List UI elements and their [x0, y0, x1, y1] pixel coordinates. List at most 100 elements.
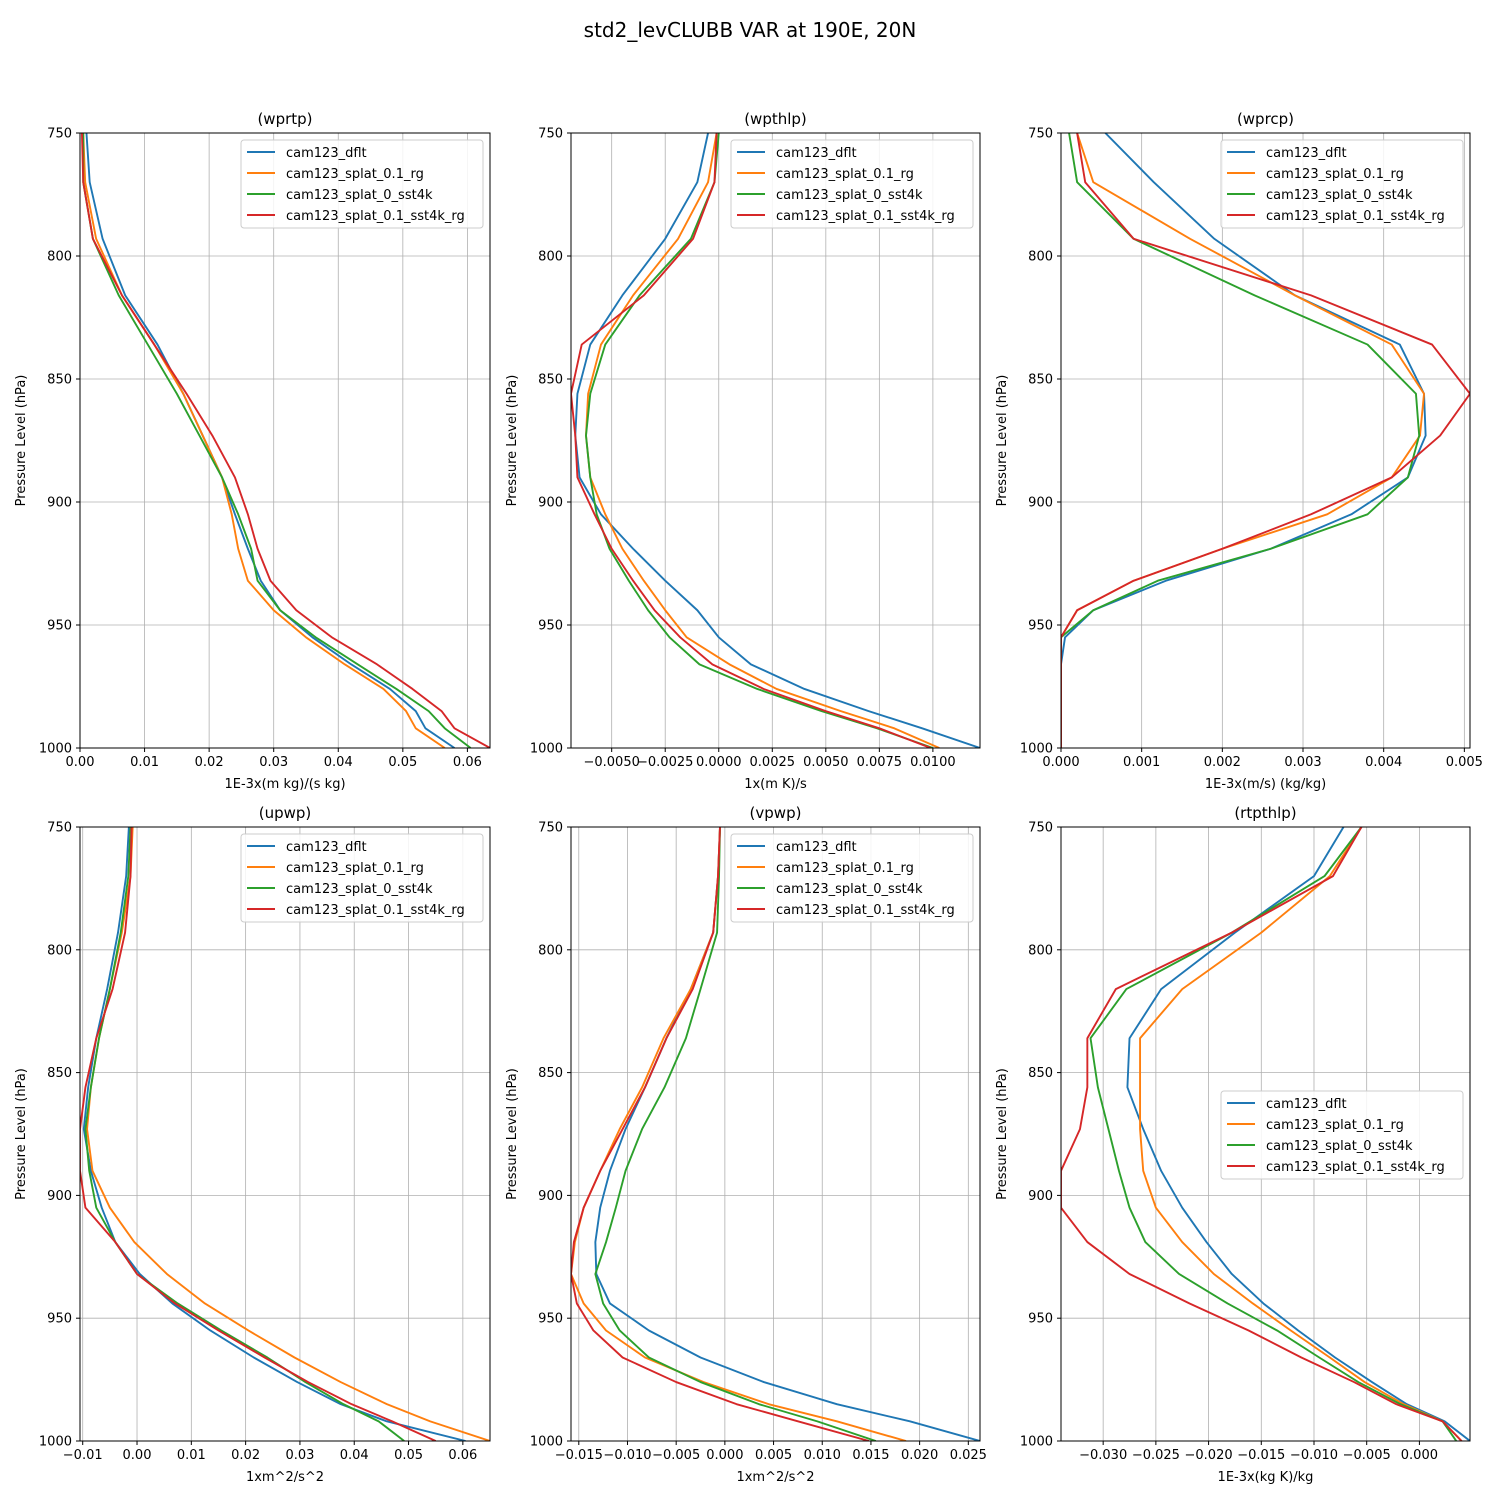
x-tick-label: 0.0000	[696, 755, 742, 770]
y-tick-label: 1000	[39, 742, 72, 757]
axes-frame	[1060, 132, 1471, 749]
x-tick-label: −0.030	[1079, 1448, 1127, 1463]
legend-label: cam123_splat_0.1_rg	[776, 861, 914, 876]
y-tick-label: 800	[47, 943, 72, 958]
y-tick-label: 950	[538, 1312, 563, 1327]
series-line-cam123_splat_0.1_rg	[1061, 133, 1425, 748]
axes-frame	[1060, 826, 1471, 1442]
x-tick-label: 0.005	[755, 1448, 792, 1463]
x-tick-label: −0.020	[1185, 1448, 1233, 1463]
y-tick-label: 800	[1028, 943, 1053, 958]
chart-panel-1: −0.0050−0.0025 0.0000 0.0025 0.0050 0.0075 0.…	[505, 110, 981, 792]
figure-suptitle: std2_levCLUBB VAR at 190E, 20N	[584, 18, 917, 42]
series-line-cam123_splat_0.1_rg	[1139, 827, 1463, 1441]
y-tick-label: 800	[47, 250, 72, 265]
y-tick-label: 900	[47, 1189, 72, 1204]
y-tick-label: 800	[1028, 250, 1053, 265]
y-axis-label: Pressure Level (hPa)	[14, 1068, 29, 1200]
x-tick-label: −0.025	[1132, 1448, 1180, 1463]
legend-box	[240, 833, 484, 923]
y-tick-label: 750	[47, 127, 72, 142]
y-axis-label: Pressure Level (hPa)	[505, 375, 520, 507]
axes-frame	[570, 826, 981, 1442]
y-tick-label: 850	[47, 1066, 72, 1081]
x-tick-label: 0.003	[1284, 755, 1321, 770]
x-tick-label: 0.00	[123, 1448, 152, 1463]
legend-label: cam123_splat_0_sst4k	[776, 882, 923, 897]
legend-label: cam123_splat_0.1_sst4k_rg	[1266, 209, 1445, 224]
series-line-cam123_splat_0_sst4k	[82, 133, 472, 748]
y-axis-label: Pressure Level (hPa)	[14, 375, 29, 507]
axes-frame	[79, 132, 491, 749]
x-tick-label: 0.01	[130, 755, 159, 770]
series-line-cam123_splat_0.1_sst4k_rg	[1061, 133, 1470, 748]
legend: cam123_dflt cam123_splat_0.1_rg cam123_spl…	[240, 833, 484, 923]
legend-label: cam123_dflt	[776, 840, 857, 855]
y-tick-label: 750	[47, 821, 72, 836]
x-axis-label: 1xm^2/s^2	[246, 1470, 324, 1485]
x-tick-label: −0.015	[555, 1448, 603, 1463]
series-line-cam123_splat_0.1_sst4k_rg	[80, 133, 490, 748]
x-tick-label: −0.010	[1290, 1448, 1338, 1463]
chart-title: (vpwp)	[750, 804, 802, 822]
legend-label: cam123_splat_0_sst4k	[1266, 1139, 1413, 1154]
x-tick-label: 0.005	[1446, 755, 1483, 770]
chart-panel-5: −0.030 −0.025 −0.020 −0.015 −0.010 −0.005 0.00…	[995, 804, 1471, 1485]
legend-label: cam123_splat_0.1_rg	[286, 861, 424, 876]
legend: cam123_dflt cam123_splat_0.1_rg cam123_spl…	[730, 139, 974, 229]
x-axis-label: 1x(m K)/s	[744, 777, 807, 792]
x-tick-label: 0.0100	[910, 755, 956, 770]
y-tick-label: 950	[47, 619, 72, 634]
legend: cam123_dflt cam123_splat_0.1_rg cam123_spl…	[1220, 139, 1464, 229]
x-tick-label: −0.015	[1237, 1448, 1285, 1463]
y-tick-label: 900	[47, 496, 72, 511]
axes-frame	[570, 132, 981, 749]
y-tick-label: 850	[538, 373, 563, 388]
x-tick-label: 0.004	[1365, 755, 1402, 770]
legend-label: cam123_dflt	[286, 840, 367, 855]
x-tick-label: 0.00	[66, 755, 95, 770]
x-tick-label: 0.015	[852, 1448, 889, 1463]
series-line-cam123_splat_0.1_sst4k_rg	[80, 827, 437, 1441]
y-tick-label: 850	[1028, 1066, 1053, 1081]
legend-label: cam123_splat_0.1_sst4k_rg	[286, 903, 465, 918]
series-line-cam123_dflt	[85, 133, 456, 748]
x-tick-label: 0.000	[706, 1448, 743, 1463]
legend-label: cam123_splat_0.1_sst4k_rg	[1266, 1160, 1445, 1175]
chart-title: (upwp)	[259, 804, 312, 822]
y-tick-label: 750	[538, 821, 563, 836]
x-tick-label: 0.001	[1123, 755, 1160, 770]
y-tick-label: 900	[1028, 496, 1053, 511]
legend-label: cam123_splat_0_sst4k	[286, 882, 433, 897]
x-tick-label: 0.01	[177, 1448, 206, 1463]
y-tick-label: 750	[1028, 127, 1053, 142]
legend-label: cam123_dflt	[1266, 1097, 1347, 1112]
x-tick-label: 0.020	[901, 1448, 938, 1463]
legend: cam123_dflt cam123_splat_0.1_rg cam123_spl…	[1220, 1090, 1464, 1180]
y-tick-label: 850	[538, 1066, 563, 1081]
legend-label: cam123_splat_0.1_sst4k_rg	[286, 209, 465, 224]
legend-label: cam123_dflt	[776, 146, 857, 161]
x-tick-label: 0.02	[195, 755, 224, 770]
x-tick-label: −0.005	[652, 1448, 700, 1463]
series-line-cam123_splat_0_sst4k	[1061, 133, 1421, 748]
series-line-cam123_splat_0_sst4k	[594, 827, 877, 1441]
chart-title: (wprcp)	[1237, 110, 1294, 128]
y-tick-label: 950	[1028, 619, 1053, 634]
series-line-cam123_splat_0_sst4k	[1089, 827, 1458, 1441]
y-tick-label: 900	[538, 1189, 563, 1204]
y-tick-label: 850	[47, 373, 72, 388]
x-tick-label: 0.000	[1042, 755, 1079, 770]
x-tick-label: 0.0075	[857, 755, 903, 770]
legend-label: cam123_splat_0.1_sst4k_rg	[776, 903, 955, 918]
series-line-cam123_splat_0.1_sst4k_rg	[571, 827, 870, 1441]
series-line-cam123_dflt	[574, 133, 980, 748]
legend-box	[1220, 1090, 1464, 1180]
series-line-cam123_dflt	[82, 827, 466, 1441]
x-tick-label: −0.0025	[637, 755, 693, 770]
chart-title: (wpthlp)	[744, 110, 807, 128]
y-tick-label: 1000	[1020, 1435, 1053, 1450]
x-tick-label: 0.03	[285, 1448, 314, 1463]
x-tick-label: 0.06	[453, 755, 482, 770]
x-tick-label: 0.05	[394, 1448, 423, 1463]
